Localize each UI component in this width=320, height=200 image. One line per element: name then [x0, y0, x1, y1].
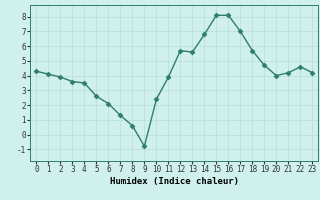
X-axis label: Humidex (Indice chaleur): Humidex (Indice chaleur)	[110, 177, 239, 186]
